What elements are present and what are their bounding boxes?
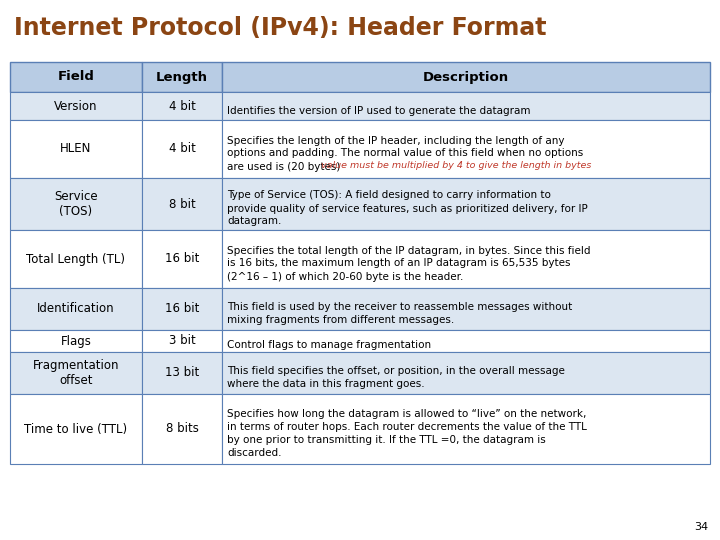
Text: by one prior to transmitting it. If the TTL =0, the datagram is: by one prior to transmitting it. If the … xyxy=(227,435,546,445)
Bar xyxy=(142,288,222,330)
Bar xyxy=(10,120,142,178)
Text: Total Length (TL): Total Length (TL) xyxy=(27,253,125,266)
Bar xyxy=(142,352,222,394)
Text: 13 bit: 13 bit xyxy=(165,367,199,380)
Bar xyxy=(142,92,222,120)
Text: Length: Length xyxy=(156,71,208,84)
Bar xyxy=(10,394,142,464)
Text: (2^16 – 1) of which 20-60 byte is the header.: (2^16 – 1) of which 20-60 byte is the he… xyxy=(227,272,464,281)
Text: 4 bit: 4 bit xyxy=(168,99,195,112)
Text: 34: 34 xyxy=(694,522,708,532)
Bar xyxy=(222,330,710,352)
Bar xyxy=(222,120,710,178)
Bar xyxy=(142,330,222,352)
Text: Control flags to manage fragmentation: Control flags to manage fragmentation xyxy=(227,341,431,350)
Bar xyxy=(10,62,142,92)
Text: discarded.: discarded. xyxy=(227,448,282,458)
Bar xyxy=(10,178,142,230)
Text: Field: Field xyxy=(58,71,94,84)
Bar xyxy=(222,62,710,92)
Text: in terms of router hops. Each router decrements the value of the TTL: in terms of router hops. Each router dec… xyxy=(227,422,587,432)
Text: 8 bits: 8 bits xyxy=(166,422,199,435)
Text: This field is used by the receiver to reassemble messages without: This field is used by the receiver to re… xyxy=(227,302,572,312)
Text: datagram.: datagram. xyxy=(227,217,282,226)
Text: Type of Service (TOS): A field designed to carry information to: Type of Service (TOS): A field designed … xyxy=(227,191,551,200)
Bar xyxy=(222,288,710,330)
Text: 4 bit: 4 bit xyxy=(168,143,195,156)
Text: Version: Version xyxy=(54,99,98,112)
Bar xyxy=(10,330,142,352)
Bar xyxy=(142,62,222,92)
Bar xyxy=(142,230,222,288)
Text: 16 bit: 16 bit xyxy=(165,253,199,266)
Text: This field specifies the offset, or position, in the overall message: This field specifies the offset, or posi… xyxy=(227,366,565,376)
Text: mixing fragments from different messages.: mixing fragments from different messages… xyxy=(227,315,454,325)
Bar xyxy=(222,92,710,120)
Text: where the data in this fragment goes.: where the data in this fragment goes. xyxy=(227,379,425,389)
Text: Service
(TOS): Service (TOS) xyxy=(54,190,98,218)
Bar xyxy=(10,230,142,288)
Text: Fragmentation
offset: Fragmentation offset xyxy=(32,359,120,387)
Bar xyxy=(142,120,222,178)
Text: 3 bit: 3 bit xyxy=(168,334,195,348)
Text: Flags: Flags xyxy=(60,334,91,348)
Text: Internet Protocol (IPv4): Header Format: Internet Protocol (IPv4): Header Format xyxy=(14,16,546,40)
Bar xyxy=(10,352,142,394)
Text: HLEN: HLEN xyxy=(60,143,91,156)
Bar xyxy=(142,394,222,464)
Bar xyxy=(222,352,710,394)
Bar xyxy=(222,394,710,464)
Text: are used is (20 bytes): are used is (20 bytes) xyxy=(227,161,341,172)
Text: Description: Description xyxy=(423,71,509,84)
Text: Time to live (TTL): Time to live (TTL) xyxy=(24,422,127,435)
Text: options and padding. The normal value of this field when no options: options and padding. The normal value of… xyxy=(227,148,583,159)
Bar xyxy=(222,178,710,230)
Bar xyxy=(10,288,142,330)
Text: is 16 bits, the maximum length of an IP datagram is 65,535 bytes: is 16 bits, the maximum length of an IP … xyxy=(227,259,570,268)
Text: 8 bit: 8 bit xyxy=(168,198,195,211)
Text: value must be multiplied by 4 to give the length in bytes: value must be multiplied by 4 to give th… xyxy=(318,161,592,171)
Text: Specifies how long the datagram is allowed to “live” on the network,: Specifies how long the datagram is allow… xyxy=(227,409,586,419)
Text: provide quality of service features, such as prioritized delivery, for IP: provide quality of service features, suc… xyxy=(227,204,588,213)
Text: 16 bit: 16 bit xyxy=(165,302,199,315)
Bar xyxy=(222,230,710,288)
Text: Identification: Identification xyxy=(37,302,114,315)
Bar xyxy=(142,178,222,230)
Text: Specifies the length of the IP header, including the length of any: Specifies the length of the IP header, i… xyxy=(227,136,564,145)
Bar xyxy=(10,92,142,120)
Text: Identifies the version of IP used to generate the datagram: Identifies the version of IP used to gen… xyxy=(227,105,531,116)
Text: Specifies the total length of the IP datagram, in bytes. Since this field: Specifies the total length of the IP dat… xyxy=(227,246,590,255)
